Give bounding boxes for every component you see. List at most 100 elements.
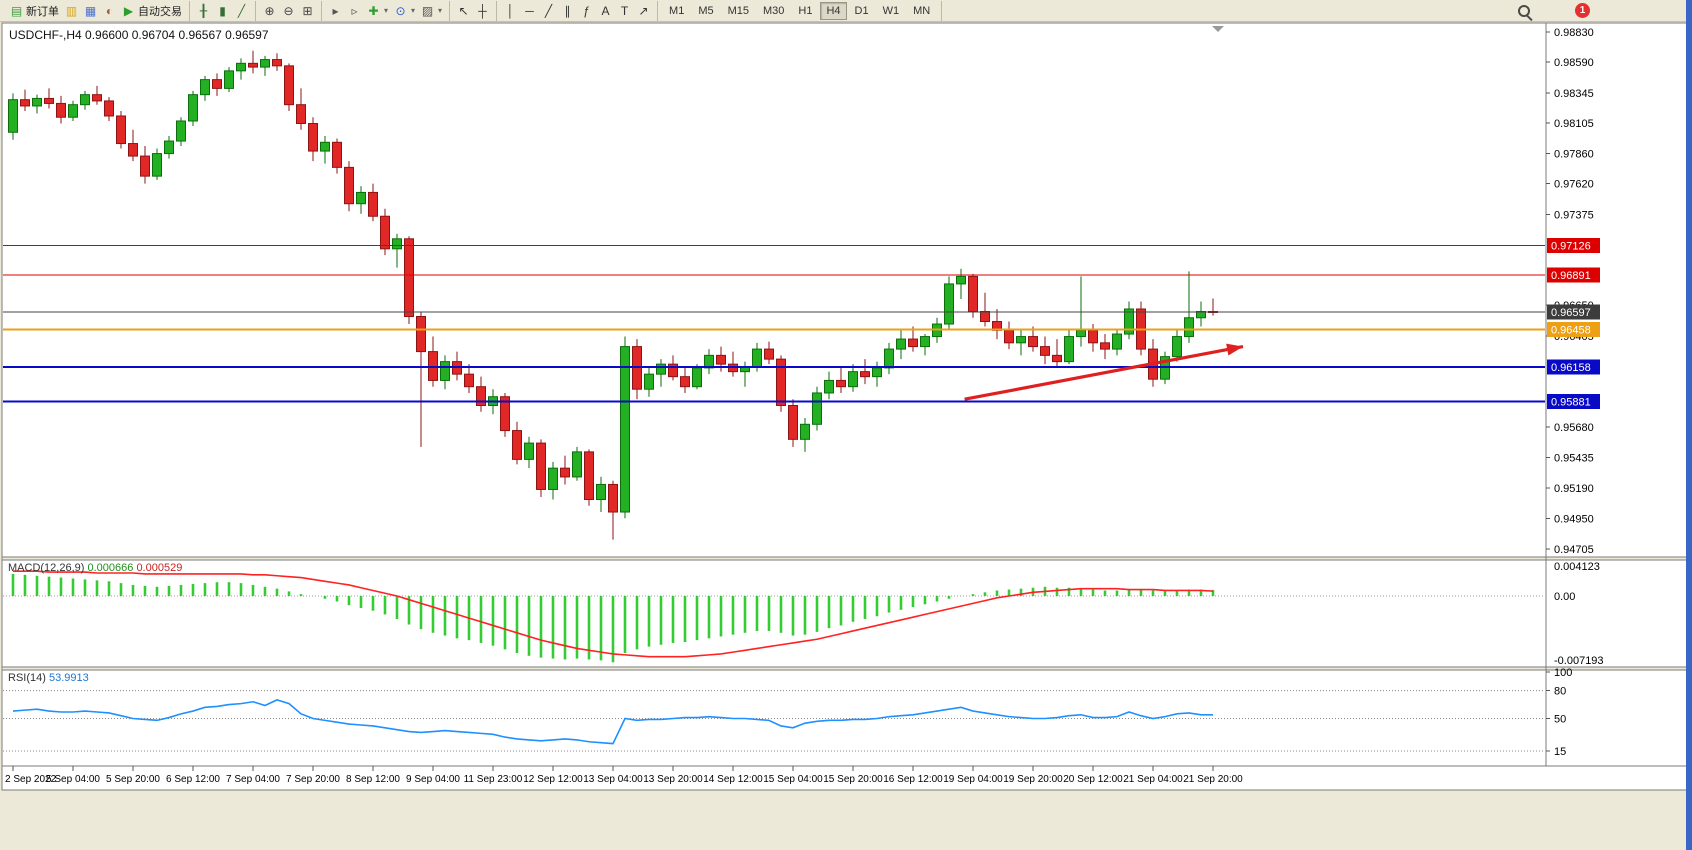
timeframe-w1-button[interactable]: W1 (882, 4, 900, 17)
macd-name: MACD(12,26,9) (8, 562, 85, 574)
crosshair-button[interactable]: ┼ (473, 3, 492, 19)
timeframe-m30-button[interactable]: M30 (763, 4, 785, 17)
periods-dropdown-icon[interactable]: ▾ (411, 6, 416, 15)
cursor-icon: ↖ (458, 3, 469, 18)
arrows-tool-icon: ↗ (638, 3, 649, 18)
zoom-in-button[interactable]: ⊕ (260, 3, 279, 19)
templates-dropdown-icon[interactable]: ▾ (438, 6, 443, 15)
trendline-button[interactable]: ╱ (539, 3, 558, 19)
candle-body (848, 371, 858, 388)
new-order-button[interactable]: ▤ 新订单 (7, 2, 62, 20)
candle-body (284, 65, 294, 106)
panel-splitter[interactable] (3, 557, 1687, 560)
macd-axis-label: 0.00 (1554, 591, 1575, 603)
periods-button[interactable]: ⊙ ▾ (391, 3, 418, 19)
bar-chart-mode-icon: ╂ (199, 3, 208, 18)
macd-signal-value: 0.000529 (136, 562, 183, 574)
time-tick-label: 12 Sep 12:00 (523, 774, 583, 785)
arrows-tool-button[interactable]: ↗ (634, 3, 653, 19)
candle-body (1064, 336, 1074, 363)
time-tick-label: 19 Sep 04:00 (943, 774, 1003, 785)
toolbar-group-chart-tools: ▸ ▹ ✚ ▾ ⊙ ▾ ▨ ▾ (322, 0, 451, 21)
toolbar-group-cursor: ↖ ┼ (450, 0, 498, 21)
time-tick-label: 13 Sep 20:00 (643, 774, 703, 785)
timeframe-mn-button[interactable]: MN (913, 4, 931, 17)
trend-arrow[interactable] (964, 343, 1244, 401)
candle-body (452, 361, 462, 375)
line-chart-mode-button[interactable]: ╱ (232, 3, 251, 19)
refresh-button[interactable]: ◐ (100, 3, 119, 19)
search-icon[interactable] (1518, 5, 1530, 17)
candle-body (512, 430, 522, 460)
fibonacci-button[interactable]: ƒ (577, 3, 596, 19)
price-tick-label: 0.97860 (1554, 149, 1594, 161)
notification-badge[interactable]: 1 (1575, 3, 1590, 18)
toolbar: ▤ 新订单 ▥ ▦ ◐ ▶ 自动交易 ╂ ▮ ╱ ⊕ ⊖ ⊞ ▸ ▹ ✚ ▾ ⊙ ▾ ▨ ▾ ↖ ┼ │ ─ ╱ ∥ ƒ A T ↗ M1 M5… (0, 0, 1686, 22)
auto-scroll-icon: ▸ (332, 3, 339, 18)
candle-body (344, 166, 354, 205)
timeframe-d1-button[interactable]: D1 (854, 4, 869, 17)
new-order-label: 新订单 (26, 5, 59, 18)
candle-body (860, 371, 870, 378)
tile-windows-button[interactable]: ⊞ (298, 3, 317, 19)
autotrading-button[interactable]: ▶ 自动交易 (119, 2, 185, 20)
candle-body (1076, 329, 1086, 338)
symbol-timeframe-label: USDCHF-,H4 (9, 28, 82, 42)
price-tick-label: 0.94950 (1554, 513, 1594, 525)
equidistant-channel-button[interactable]: ∥ (558, 3, 577, 19)
rsi-axis-label: 100 (1554, 667, 1572, 679)
candle-body (584, 451, 594, 500)
candle-body (884, 348, 894, 369)
time-tick-label: 5 Sep 04:00 (46, 774, 100, 785)
bar-chart-mode-button[interactable]: ╂ (194, 3, 213, 19)
indicators-dropdown-icon[interactable]: ▾ (384, 6, 389, 15)
profiles-button[interactable]: ▥ (62, 3, 81, 19)
chart-shift-button[interactable]: ▹ (345, 3, 364, 19)
chart-shift-marker[interactable] (1212, 26, 1224, 32)
zoom-out-button[interactable]: ⊖ (279, 3, 298, 19)
toolbar-group-trade: ▤ 新订单 ▥ ▦ ◐ ▶ 自动交易 (3, 0, 190, 21)
price-badge-label: 0.95881 (1551, 397, 1591, 409)
cursor-button[interactable]: ↖ (454, 3, 473, 19)
price-tick-label: 0.97620 (1554, 179, 1594, 191)
timeframe-h1-button[interactable]: H1 (798, 4, 813, 17)
candle-body (956, 275, 966, 285)
timeframe-m5-button[interactable]: M5 (698, 4, 714, 17)
timeframe-m1-button[interactable]: M1 (669, 4, 685, 17)
templates-button[interactable]: ▨ ▾ (418, 3, 445, 19)
macd-main-value: 0.000666 (87, 562, 134, 574)
candle-body (44, 97, 54, 104)
price-tick-label: 0.97375 (1554, 209, 1594, 221)
candle-body (548, 467, 558, 490)
panel-splitter[interactable] (3, 667, 1687, 670)
price-badge (1547, 304, 1600, 320)
time-tick-label: 7 Sep 20:00 (286, 774, 340, 785)
candle-body (320, 141, 330, 152)
timeframe-m15-button[interactable]: M15 (727, 4, 750, 17)
vertical-line-button[interactable]: │ (501, 3, 520, 19)
candle-body (1112, 333, 1122, 350)
text-icon: A (601, 3, 610, 18)
candle-body (308, 122, 318, 152)
candle-body (524, 442, 534, 460)
trend-arrow-line[interactable] (964, 345, 1244, 401)
price-tick-label: 0.95680 (1554, 422, 1594, 434)
zoom-out-icon: ⊖ (283, 3, 294, 18)
toolbar-group-objects: │ ─ ╱ ∥ ƒ A T ↗ (497, 0, 659, 21)
indicators-button[interactable]: ✚ ▾ (364, 3, 391, 19)
candlestick-mode-button[interactable]: ▮ (213, 3, 232, 19)
timeframe-h4-button[interactable]: H4 (820, 1, 847, 20)
charts-button[interactable]: ▦ (81, 3, 100, 19)
text-label-button[interactable]: T (615, 3, 634, 19)
horizontal-line-button[interactable]: ─ (520, 3, 539, 19)
auto-scroll-button[interactable]: ▸ (326, 3, 345, 19)
rsi-value: 53.9913 (48, 672, 89, 684)
candle-body (416, 316, 426, 353)
time-tick-label: 13 Sep 04:00 (583, 774, 643, 785)
price-tick-label: 0.95190 (1554, 483, 1594, 495)
text-button[interactable]: A (596, 3, 615, 19)
rsi-axis-label: 50 (1554, 714, 1566, 726)
